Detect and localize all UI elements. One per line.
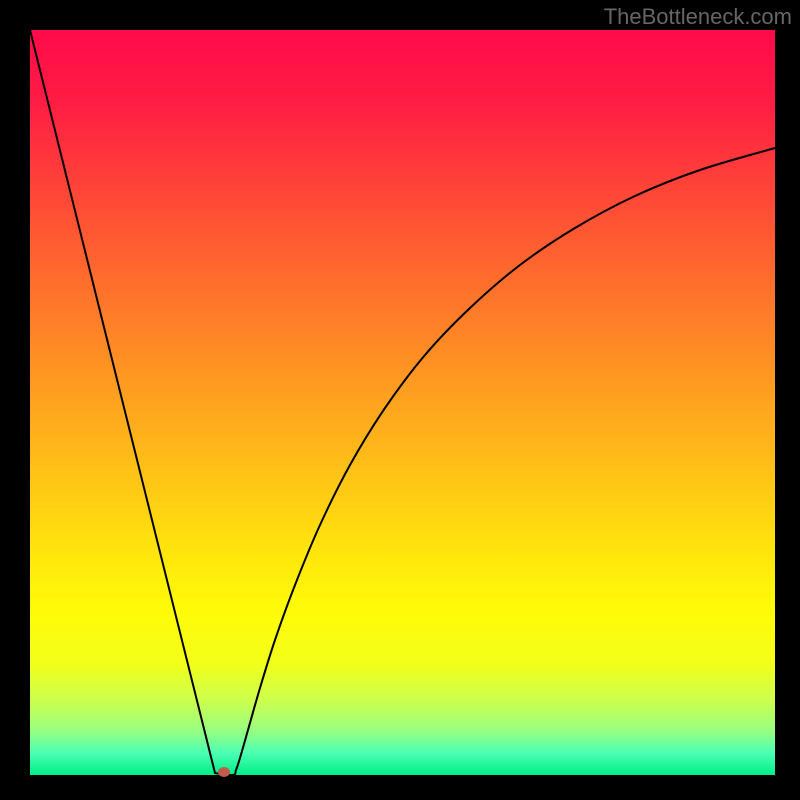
- watermark-text: TheBottleneck.com: [604, 4, 792, 30]
- bottleneck-chart: [0, 0, 800, 800]
- optimal-point-marker: [218, 767, 230, 777]
- plot-background: [30, 30, 775, 775]
- chart-container: TheBottleneck.com: [0, 0, 800, 800]
